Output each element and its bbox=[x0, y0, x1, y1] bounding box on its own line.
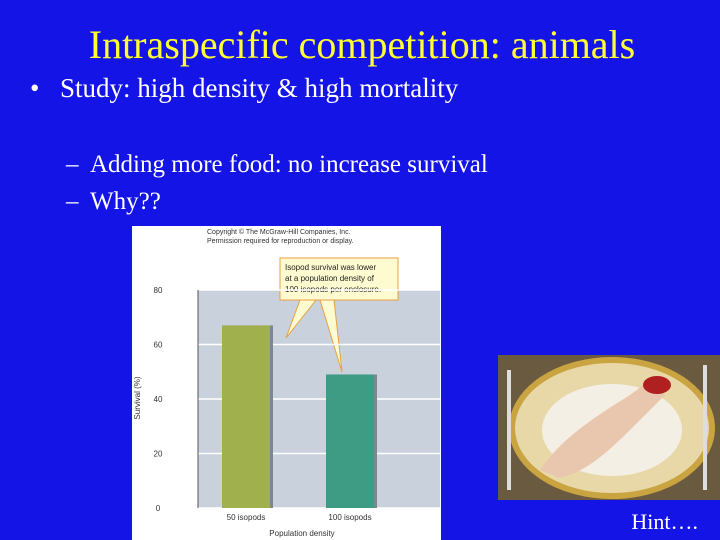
slide-title: Intraspecific competition: animals bbox=[89, 22, 635, 67]
annotation: at a population density of bbox=[285, 274, 375, 283]
dash: – bbox=[65, 188, 79, 215]
subbullet: Why?? bbox=[90, 188, 161, 215]
bar bbox=[222, 325, 270, 508]
copyright: Permission required for reproduction or … bbox=[207, 238, 354, 245]
y-tick-label: 20 bbox=[154, 450, 163, 459]
foot-cut bbox=[643, 376, 671, 394]
x-axis-label: Population density bbox=[269, 529, 334, 538]
hint: Hint…. bbox=[631, 509, 698, 534]
bar bbox=[326, 374, 374, 508]
dash: – bbox=[65, 151, 79, 178]
subbullet: Adding more food: no increase survival bbox=[90, 151, 488, 178]
knife bbox=[703, 365, 707, 490]
y-tick-label: 80 bbox=[154, 286, 163, 295]
foot bbox=[540, 380, 665, 478]
x-tick-label: 50 isopods bbox=[227, 513, 266, 522]
y-tick-label: 40 bbox=[154, 395, 163, 404]
y-tick-label: 60 bbox=[154, 341, 163, 350]
photo bbox=[498, 355, 720, 500]
fork bbox=[507, 370, 511, 490]
copyright: Copyright © The McGraw-Hill Companies, I… bbox=[207, 228, 351, 236]
annotation: Isopod survival was lower bbox=[285, 263, 376, 272]
y-axis-label: Survival (%) bbox=[133, 376, 142, 419]
chart: Copyright © The McGraw-Hill Companies, I… bbox=[132, 226, 441, 540]
callout-box bbox=[279, 257, 399, 301]
bullet-mark: • bbox=[30, 73, 39, 103]
y-tick-label: 0 bbox=[156, 504, 161, 513]
x-tick-label: 100 isopods bbox=[328, 513, 371, 522]
bullet: Study: high density & high mortality bbox=[60, 73, 459, 103]
